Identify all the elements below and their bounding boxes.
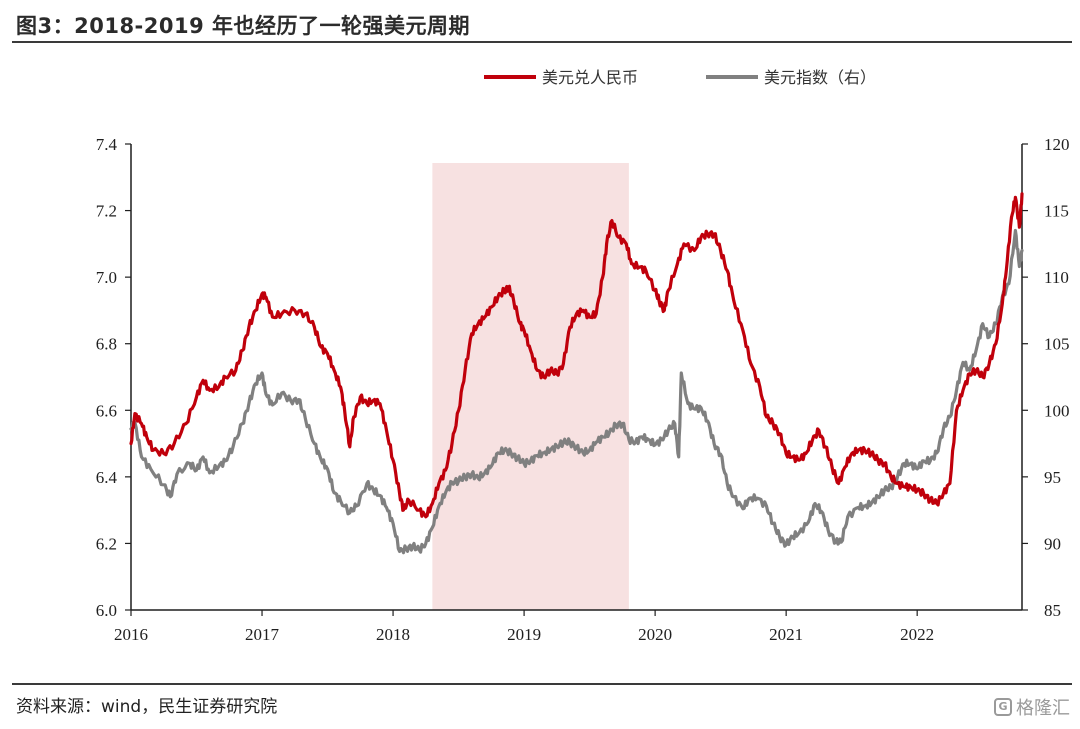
- y-left-tick-label: 7.0: [96, 268, 117, 287]
- series-line-cny: [129, 192, 1024, 519]
- watermark-text: 格隆汇: [1016, 698, 1070, 719]
- y-left-tick-label: 6.2: [96, 534, 117, 553]
- x-tick-label: 2020: [638, 625, 672, 644]
- y-right-tick-label: 105: [1044, 335, 1070, 354]
- x-tick-label: 2016: [114, 625, 148, 644]
- watermark: G 格隆汇: [994, 694, 1070, 720]
- y-right-tick-label: 110: [1044, 268, 1069, 287]
- source-note: 资料来源：wind，民生证券研究院: [16, 697, 278, 717]
- y-right-tick-label: 120: [1044, 135, 1070, 154]
- x-tick-label: 2022: [900, 625, 934, 644]
- y-left-tick-label: 6.8: [96, 335, 117, 354]
- shaded-period: [432, 163, 629, 610]
- legend-label-dxy: 美元指数（右）: [764, 68, 876, 87]
- axes-layer: 6.0 6.2 6.4 6.6 6.8 7.0 7.2 7.4 85 90 95 100 105 110 1…: [96, 135, 1070, 644]
- series-line-dxy: [129, 228, 1024, 555]
- x-tick-label: 2017: [245, 625, 280, 644]
- x-tick-label: 2019: [507, 625, 541, 644]
- chart-legend: 美元兑人民币 美元指数（右）: [484, 68, 876, 87]
- y-left-tick-label: 7.4: [96, 135, 118, 154]
- shade-layer: [432, 163, 629, 610]
- y-left-tick-label: 6.4: [96, 468, 118, 487]
- y-left-tick-label: 7.2: [96, 202, 117, 221]
- y-right-tick-label: 115: [1044, 202, 1069, 221]
- y-right-tick-label: 85: [1044, 601, 1061, 620]
- x-tick-label: 2021: [769, 625, 803, 644]
- footer-rule: [12, 683, 1072, 685]
- series-layer: [129, 192, 1024, 555]
- title-rule: [12, 41, 1072, 43]
- y-left-tick-label: 6.0: [96, 601, 117, 620]
- y-right-tick-label: 95: [1044, 468, 1061, 487]
- figure-title: 图3：2018-2019 年也经历了一轮强美元周期: [16, 14, 471, 38]
- x-tick-label: 2018: [376, 625, 410, 644]
- y-right-tick-label: 100: [1044, 401, 1070, 420]
- legend-label-cny: 美元兑人民币: [542, 68, 638, 87]
- y-right-tick-label: 90: [1044, 534, 1061, 553]
- watermark-logo-icon: G: [994, 698, 1012, 716]
- y-left-tick-label: 6.6: [96, 401, 117, 420]
